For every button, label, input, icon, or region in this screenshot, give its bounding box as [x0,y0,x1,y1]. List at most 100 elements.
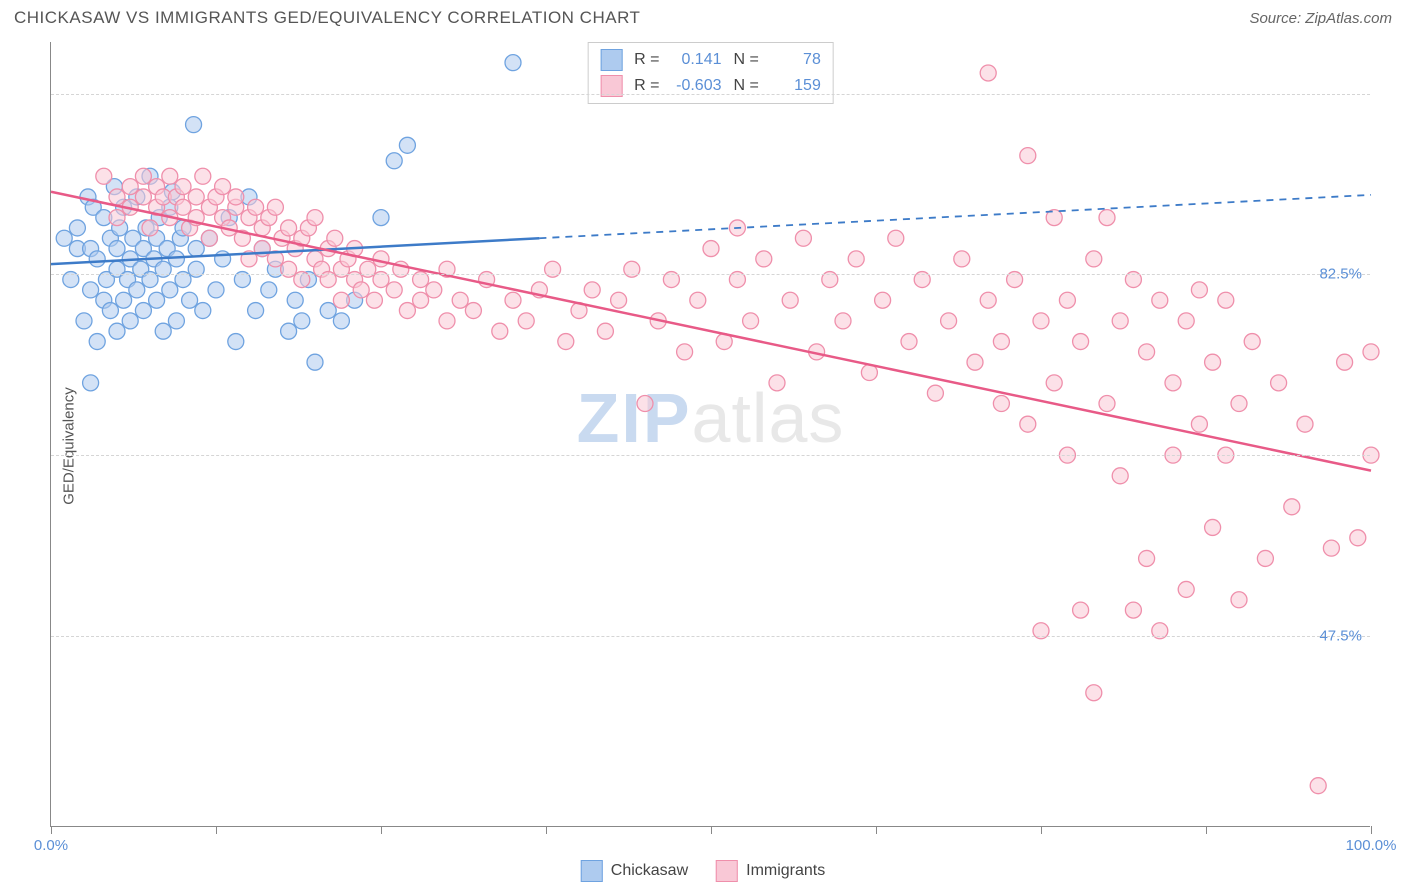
x-tick [216,826,217,834]
scatter-point [637,396,653,412]
scatter-point [518,313,534,329]
scatter-point [413,292,429,308]
scatter-point [281,323,297,339]
scatter-point [267,199,283,215]
scatter-point [1099,396,1115,412]
stat-n-label: N = [734,77,759,95]
scatter-point [162,168,178,184]
scatter-point [1073,602,1089,618]
scatter-point [175,199,191,215]
scatter-point [102,303,118,319]
scatter-point [386,282,402,298]
scatter-point [320,303,336,319]
scatter-point [69,220,85,236]
scatter-point [1191,282,1207,298]
scatter-point [1310,778,1326,794]
scatter-point [1152,292,1168,308]
scatter-point [584,282,600,298]
x-tick [51,826,52,834]
scatter-point [83,375,99,391]
scatter-point [76,313,92,329]
scatter-point [228,189,244,205]
scatter-point [558,334,574,350]
scatter-point [168,313,184,329]
scatter-point [690,292,706,308]
scatter-point [1231,396,1247,412]
stats-legend-box: R = 0.141 N = 78 R = -0.603 N = 159 [587,42,834,104]
scatter-point [875,292,891,308]
scatter-point [1323,540,1339,556]
scatter-point [1178,581,1194,597]
y-tick-label: 82.5% [1319,266,1362,283]
source-attribution: Source: ZipAtlas.com [1249,10,1392,27]
trend-line-dashed [539,195,1371,238]
scatter-point [188,241,204,257]
scatter-point [1205,354,1221,370]
scatter-point [1337,354,1353,370]
scatter-point [465,303,481,319]
scatter-point [1191,416,1207,432]
scatter-point [611,292,627,308]
scatter-point [1271,375,1287,391]
scatter-point [597,323,613,339]
scatter-point [195,303,211,319]
scatter-point [155,323,171,339]
plot-svg [51,42,1370,826]
scatter-point [175,179,191,195]
scatter-point [1257,550,1273,566]
scatter-point [261,282,277,298]
scatter-point [1231,592,1247,608]
scatter-point [333,292,349,308]
scatter-point [353,282,369,298]
scatter-point [135,303,151,319]
scatter-point [135,189,151,205]
scatter-point [287,292,303,308]
stat-r-value-0: 0.141 [672,51,722,69]
scatter-point [1112,313,1128,329]
scatter-point [162,282,178,298]
stat-r-label: R = [634,77,659,95]
scatter-point [743,313,759,329]
x-tick [711,826,712,834]
scatter-point [122,179,138,195]
scatter-point [1139,344,1155,360]
x-tick [1206,826,1207,834]
scatter-point [1020,416,1036,432]
scatter-point [56,230,72,246]
scatter-point [83,282,99,298]
stats-row-series-1: R = -0.603 N = 159 [600,73,821,99]
scatter-point [294,313,310,329]
scatter-point [149,292,165,308]
y-gridline [51,455,1370,456]
legend-swatch-0 [581,860,603,882]
scatter-point [782,292,798,308]
bottom-legend: Chickasaw Immigrants [581,860,825,882]
y-tick-label: 47.5% [1319,627,1362,644]
scatter-point [1033,313,1049,329]
scatter-point [281,220,297,236]
scatter-point [426,282,442,298]
scatter-point [399,303,415,319]
scatter-point [769,375,785,391]
scatter-point [109,241,125,257]
y-gridline [51,94,1370,95]
scatter-point [186,117,202,133]
scatter-point [703,241,719,257]
scatter-point [366,292,382,308]
scatter-point [1244,334,1260,350]
scatter-point [941,313,957,329]
scatter-point [1139,550,1155,566]
scatter-point [373,251,389,267]
scatter-point [373,210,389,226]
scatter-point [901,334,917,350]
y-gridline [51,274,1370,275]
stat-r-value-1: -0.603 [672,77,722,95]
scatter-point [1350,530,1366,546]
chart-header: CHICKASAW VS IMMIGRANTS GED/EQUIVALENCY … [0,0,1406,32]
scatter-point [1165,375,1181,391]
stat-r-label: R = [634,51,659,69]
scatter-point [109,210,125,226]
scatter-point [327,230,343,246]
legend-swatch-1 [716,860,738,882]
scatter-point [195,168,211,184]
